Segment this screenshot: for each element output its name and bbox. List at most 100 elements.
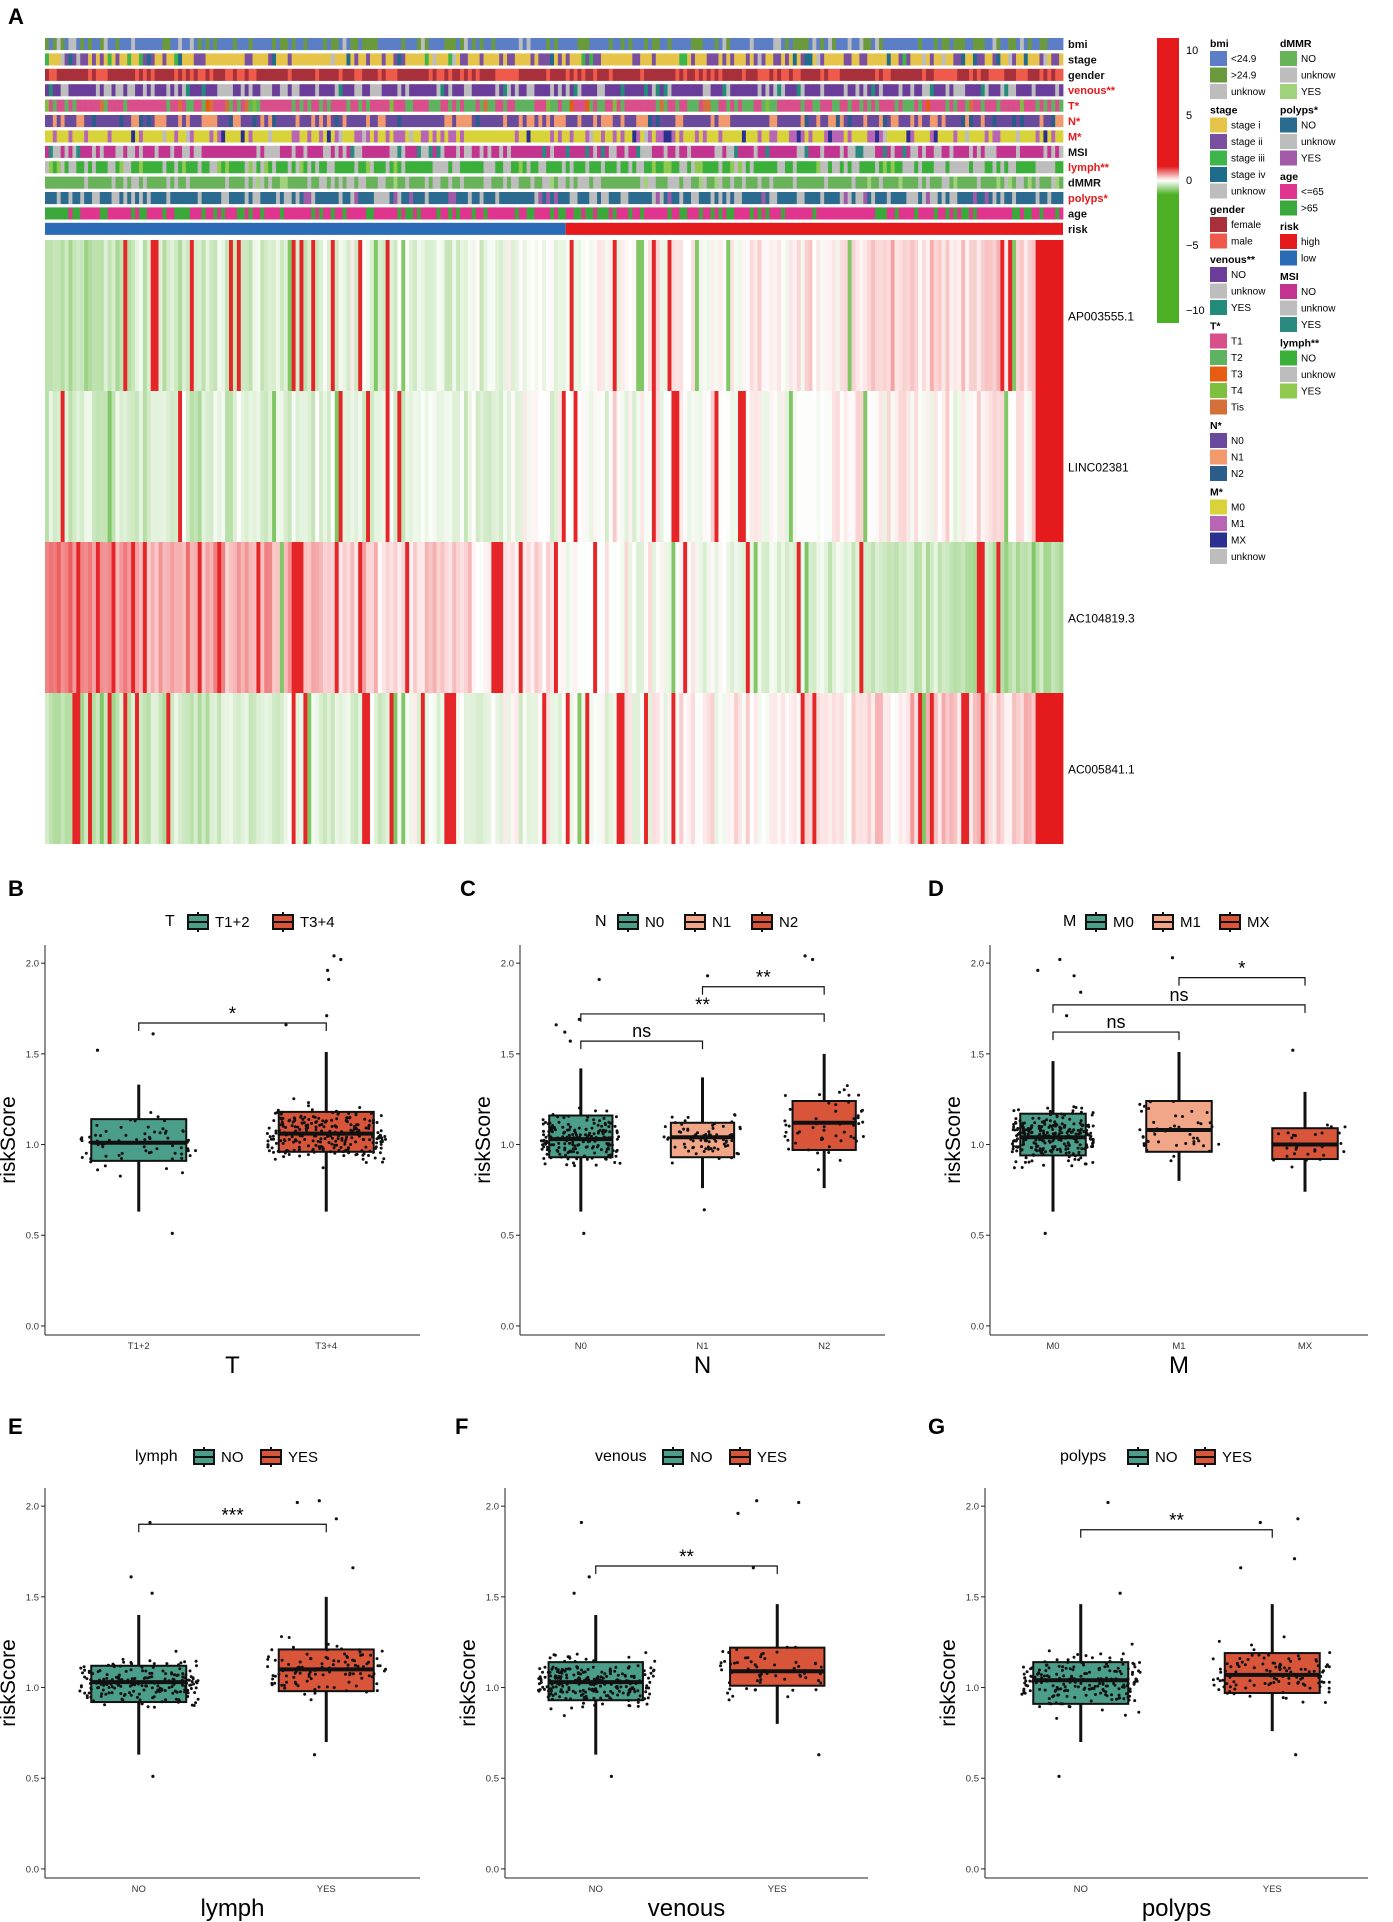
track-cell bbox=[773, 207, 778, 220]
heat-cell bbox=[358, 391, 363, 542]
data-point bbox=[583, 1154, 586, 1158]
track-cell bbox=[483, 145, 488, 158]
track-cell bbox=[726, 38, 731, 51]
track-cell bbox=[64, 176, 69, 189]
track-cell bbox=[127, 68, 132, 81]
heat-cell bbox=[965, 693, 970, 844]
track-cell bbox=[886, 68, 892, 81]
track-cell bbox=[1031, 130, 1036, 143]
track-cell bbox=[812, 161, 817, 174]
track-cell bbox=[597, 38, 602, 51]
heat-cell bbox=[123, 391, 128, 542]
data-point bbox=[713, 1122, 716, 1126]
data-point bbox=[541, 1122, 545, 1126]
track-cell bbox=[824, 84, 829, 97]
track-cell bbox=[855, 161, 860, 174]
track-cell bbox=[800, 145, 805, 158]
heat-cell bbox=[452, 542, 457, 693]
heat-cell bbox=[730, 391, 735, 542]
track-cell bbox=[969, 161, 974, 174]
track-cell bbox=[416, 84, 422, 97]
track-cell bbox=[45, 176, 50, 189]
heat-cell bbox=[248, 240, 253, 391]
legend-item-label: high bbox=[1301, 237, 1320, 248]
track-cell bbox=[123, 53, 128, 66]
track-cell bbox=[248, 161, 253, 174]
track-cell bbox=[440, 38, 445, 51]
track-cell bbox=[785, 161, 790, 174]
track-cell bbox=[937, 192, 943, 205]
track-cell bbox=[135, 68, 140, 81]
track-cell bbox=[201, 53, 206, 66]
track-cell bbox=[918, 207, 923, 220]
track-cell bbox=[522, 115, 527, 128]
track-cell bbox=[561, 161, 567, 174]
track-cell bbox=[949, 130, 954, 143]
heat-cell bbox=[554, 542, 559, 693]
gene-label: LINC02381 bbox=[1068, 461, 1129, 475]
track-cell bbox=[193, 53, 199, 66]
heat-cell bbox=[620, 542, 625, 693]
track-cell bbox=[910, 145, 915, 158]
track-cell bbox=[706, 145, 712, 158]
track-cell bbox=[749, 161, 755, 174]
track-cell bbox=[992, 84, 997, 97]
heat-cell bbox=[456, 240, 461, 391]
track-cell bbox=[95, 115, 101, 128]
heat-cell bbox=[80, 693, 85, 844]
heat-cell bbox=[863, 693, 868, 844]
track-cell bbox=[702, 53, 708, 66]
data-point bbox=[326, 1135, 330, 1138]
data-point bbox=[567, 1114, 571, 1118]
track-cell bbox=[800, 130, 805, 143]
track-cell bbox=[397, 84, 402, 97]
track-cell bbox=[381, 53, 387, 66]
track-cell bbox=[816, 115, 821, 128]
track-cell bbox=[354, 192, 359, 205]
track-cell bbox=[1019, 130, 1025, 143]
data-point bbox=[618, 1161, 622, 1165]
heat-cell bbox=[1023, 391, 1029, 542]
track-cell bbox=[236, 38, 242, 51]
heat-cell bbox=[655, 542, 661, 693]
track-cell bbox=[1012, 84, 1017, 97]
track-cell bbox=[503, 99, 508, 112]
track-cell bbox=[882, 38, 888, 51]
track-cell bbox=[131, 115, 136, 128]
heat-cell bbox=[781, 391, 786, 542]
track-cell bbox=[397, 145, 402, 158]
track-cell bbox=[969, 115, 974, 128]
track-cell bbox=[315, 99, 320, 112]
track-cell bbox=[785, 68, 790, 81]
heat-cell bbox=[898, 542, 903, 693]
heat-cell bbox=[150, 240, 156, 391]
track-cell bbox=[542, 145, 547, 158]
track-cell bbox=[730, 115, 735, 128]
outlier-point bbox=[325, 1014, 329, 1018]
heat-cell bbox=[569, 240, 574, 391]
heat-cell bbox=[871, 391, 876, 542]
data-point bbox=[605, 1109, 609, 1113]
track-cell bbox=[330, 161, 336, 174]
heat-cell bbox=[385, 240, 390, 391]
track-cell bbox=[1047, 192, 1052, 205]
track-label-bmi: bmi bbox=[1068, 39, 1088, 51]
heat-cell bbox=[1031, 693, 1036, 844]
track-cell bbox=[178, 84, 183, 97]
track-cell bbox=[1027, 145, 1033, 158]
heat-cell bbox=[612, 240, 618, 391]
heat-cell bbox=[828, 240, 833, 391]
track-cell bbox=[303, 53, 308, 66]
track-cell bbox=[334, 38, 340, 51]
track-bmi bbox=[45, 38, 1064, 51]
track-cell bbox=[831, 38, 837, 51]
track-cell bbox=[95, 207, 101, 220]
track-cell bbox=[546, 115, 551, 128]
heat-cell bbox=[843, 391, 849, 542]
data-point bbox=[345, 1135, 349, 1139]
track-cell bbox=[397, 53, 402, 66]
track-cell bbox=[765, 176, 770, 189]
data-point bbox=[104, 1129, 108, 1133]
data-point bbox=[607, 1125, 611, 1129]
track-cell bbox=[761, 145, 766, 158]
